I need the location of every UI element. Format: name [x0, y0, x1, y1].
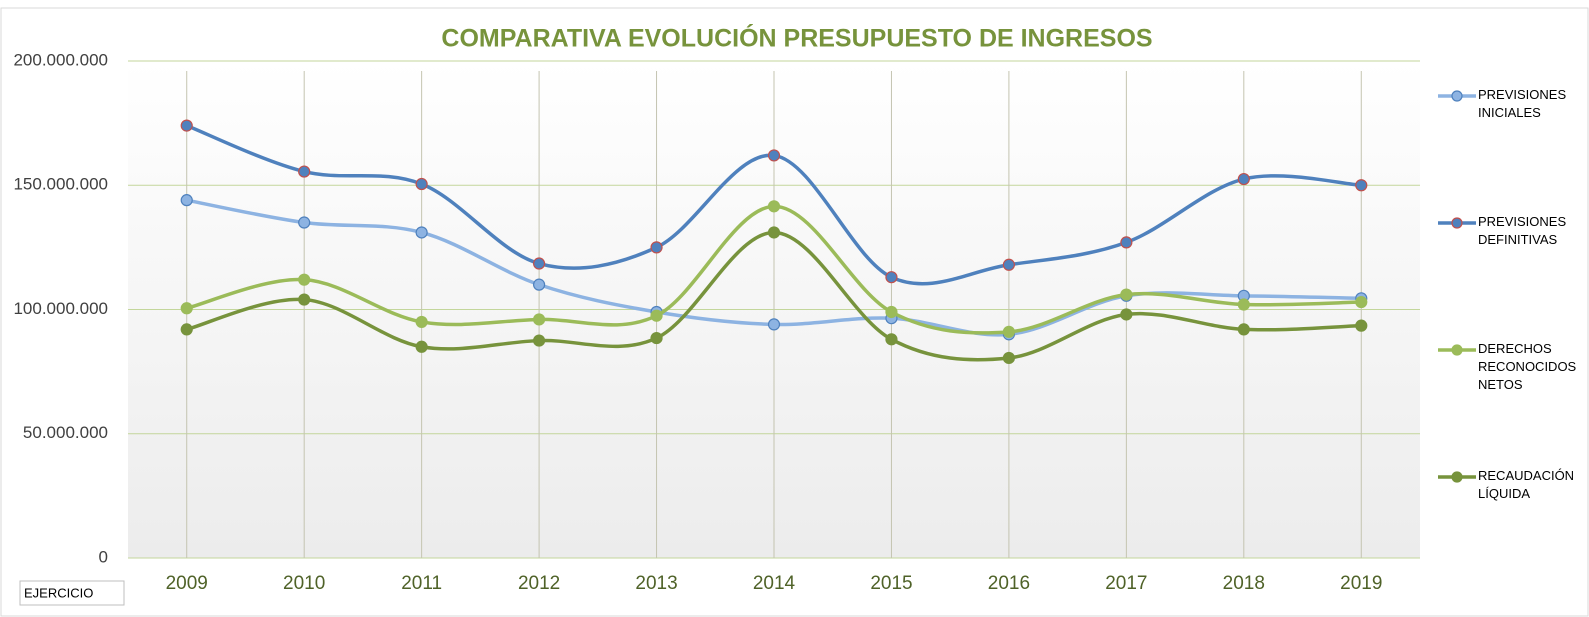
data-point [180, 194, 193, 207]
legend-marker [1451, 217, 1463, 229]
legend-marker [1451, 344, 1463, 356]
x-axis-label[interactable]: EJERCICIO [24, 585, 93, 600]
data-point [415, 226, 428, 239]
data-point [1355, 179, 1368, 192]
data-point [415, 315, 428, 329]
y-tick-label: 100.000.000 [13, 299, 108, 318]
data-point [1002, 258, 1016, 271]
data-point [1002, 351, 1016, 365]
field-button[interactable] [19, 580, 125, 606]
data-point [1120, 236, 1133, 249]
x-tick-label: 2010 [283, 573, 325, 594]
data-point [650, 241, 663, 254]
data-point [415, 340, 428, 353]
legend-label: RECAUDACIÓN LÍQUIDA [1478, 468, 1574, 501]
data-point [1237, 172, 1250, 186]
data-point [415, 177, 428, 191]
chart-title: COMPARATIVA EVOLUCIÓN PRESUPUESTO DE ING… [441, 23, 1152, 53]
data-point [180, 323, 193, 336]
y-tick-label: 0 [99, 547, 108, 566]
data-point [885, 271, 898, 284]
data-point [767, 149, 781, 162]
data-point [1120, 288, 1133, 301]
data-point [298, 293, 311, 306]
data-point [767, 226, 781, 239]
data-point [298, 273, 311, 286]
x-tick-label: 2018 [1223, 573, 1265, 594]
data-point [767, 318, 781, 331]
data-point [1002, 325, 1016, 338]
data-point [532, 313, 546, 326]
x-tick-label: 2009 [166, 573, 208, 594]
legend-label: DERECHOS RECONOCIDOS NETOS [1478, 341, 1577, 392]
y-tick-label: 50.000.000 [23, 423, 108, 442]
x-tick-label: 2013 [635, 573, 677, 594]
data-point [532, 334, 546, 347]
y-tick-label: 150.000.000 [13, 175, 108, 194]
data-point [532, 257, 546, 270]
legend-label: PREVISIONES INICIALES [1478, 87, 1566, 120]
data-point [1120, 308, 1133, 321]
data-point [298, 216, 311, 229]
data-point [885, 305, 898, 319]
legend-label: PREVISIONES DEFINITIVAS [1478, 214, 1566, 247]
x-tick-label: 2015 [870, 573, 912, 594]
data-point [650, 309, 663, 322]
data-point [1355, 319, 1368, 332]
x-tick-label: 2017 [1105, 573, 1147, 594]
data-point [180, 119, 193, 132]
x-tick-label: 2011 [401, 573, 442, 594]
x-tick-label: 2014 [753, 573, 796, 594]
x-tick-label: 2016 [988, 573, 1030, 594]
data-point [180, 302, 193, 315]
data-point [1237, 298, 1250, 311]
data-point [1355, 295, 1368, 309]
y-tick-label: 200.000.000 [13, 50, 108, 69]
data-point [885, 333, 898, 346]
data-point [767, 200, 781, 213]
legend-marker [1451, 90, 1463, 102]
data-point [650, 331, 663, 345]
x-tick-label: 2019 [1340, 573, 1382, 594]
data-point [532, 278, 546, 291]
legend-marker [1451, 471, 1463, 483]
data-point [298, 165, 311, 178]
data-point [1237, 323, 1250, 336]
chart-border [0, 7, 1589, 617]
x-tick-label: 2012 [518, 573, 560, 594]
